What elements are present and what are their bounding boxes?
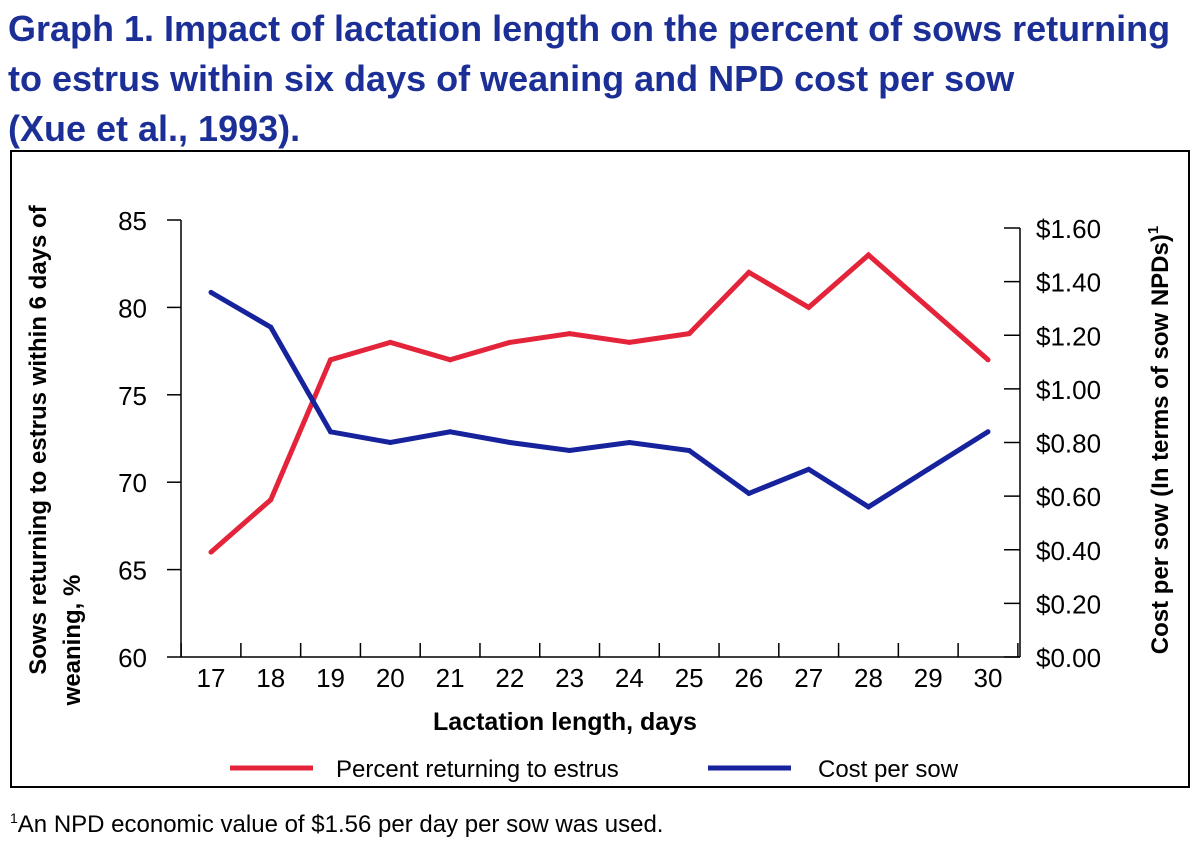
y-axis-label-right-text: Cost per sow (In terms of sow NPDs) — [1147, 234, 1174, 654]
series-line-estrus — [209, 251, 990, 554]
x-tick-label: 20 — [376, 663, 405, 693]
x-axis-label: Lactation length, days — [433, 708, 697, 736]
data-point-cost — [985, 429, 991, 435]
data-point-estrus — [925, 304, 931, 310]
data-point-estrus — [268, 497, 274, 503]
data-point-cost — [328, 429, 334, 435]
data-point-cost — [686, 448, 692, 454]
data-point-cost — [806, 466, 812, 472]
data-point-cost — [865, 504, 871, 510]
data-point-estrus — [387, 339, 393, 345]
y-axis-label-left: Sows returning to estrus within 6 days o… — [25, 204, 52, 674]
data-point-estrus — [567, 331, 573, 337]
data-point-estrus — [208, 549, 214, 555]
y-left-tick-label: 60 — [118, 643, 147, 673]
data-point-cost — [208, 289, 214, 295]
axes-group — [180, 220, 1021, 658]
y-left-tick-label: 85 — [118, 206, 147, 236]
y-right-tick-label: $1.60 — [1036, 214, 1101, 244]
legend: Percent returning to estrus Cost per sow — [230, 756, 959, 783]
y-right-tick-label: $0.20 — [1036, 589, 1101, 619]
data-point-cost — [746, 490, 752, 496]
data-point-estrus — [806, 304, 812, 310]
right-axis-ticks: $0.00 $0.20 $0.40 $0.60 $0.80 $1.00 $1.20 $1.40… — [1004, 214, 1101, 673]
x-tick-label: 22 — [495, 663, 524, 693]
data-point-estrus — [865, 252, 871, 258]
data-point-cost — [447, 429, 453, 435]
data-point-cost — [387, 440, 393, 445]
data-point-estrus — [447, 357, 453, 363]
data-point-estrus — [686, 331, 692, 337]
chart-title-line-1: Graph 1. Impact of lactation length on t… — [8, 8, 1171, 49]
data-point-estrus — [626, 339, 632, 345]
data-point-cost — [268, 324, 274, 330]
chart-title-line-3: (Xue et al., 1993). — [8, 108, 301, 149]
y-right-tick-label: $0.80 — [1036, 429, 1101, 459]
y-left-tick-label: 75 — [118, 381, 147, 411]
x-tick-label: 26 — [734, 663, 763, 693]
footnote-text: An NPD economic value of $1.56 per day p… — [17, 811, 664, 838]
x-tick-label: 28 — [854, 663, 883, 693]
y-left-tick-label: 80 — [118, 293, 147, 323]
chart-frame — [10, 150, 1190, 788]
series-line-cost — [209, 290, 990, 510]
data-point-estrus — [507, 339, 513, 345]
x-tick-label: 21 — [436, 663, 465, 693]
x-tick-label: 18 — [256, 663, 285, 693]
legend-label-cost: Cost per sow — [818, 756, 959, 783]
x-tick-label: 27 — [794, 663, 823, 693]
series-lines — [208, 251, 991, 555]
footnote: 1An NPD economic value of $1.56 per day … — [10, 810, 663, 839]
x-tick-label: 29 — [914, 663, 943, 693]
y-right-tick-label: $0.00 — [1036, 643, 1101, 673]
y-left-tick-label: 65 — [118, 556, 147, 586]
x-tick-label: 23 — [555, 663, 584, 693]
data-point-cost — [507, 440, 513, 445]
footnote-marker: 1 — [10, 810, 18, 826]
data-point-estrus — [985, 357, 991, 363]
y-right-tick-label: $0.60 — [1036, 482, 1101, 512]
data-point-cost — [626, 440, 632, 445]
y-left-tick-label: 70 — [118, 468, 147, 498]
legend-label-estrus: Percent returning to estrus — [336, 756, 619, 783]
y-axis-label-right-superscript: 1 — [1145, 226, 1162, 234]
y-axis-label-right: Cost per sow (In terms of sow NPDs)1 — [1145, 226, 1174, 654]
chart-title-line-2: to estrus within six days of weaning and… — [8, 58, 1015, 99]
data-point-cost — [925, 466, 931, 472]
x-tick-label: 24 — [615, 663, 644, 693]
y-right-tick-label: $1.00 — [1036, 375, 1101, 405]
data-point-cost — [567, 448, 573, 454]
data-point-estrus — [328, 357, 334, 363]
x-tick-label: 19 — [316, 663, 345, 693]
y-right-tick-label: $1.20 — [1036, 321, 1101, 351]
x-tick-label: 17 — [197, 663, 226, 693]
y-right-tick-label: $1.40 — [1036, 268, 1101, 298]
x-axis-ticks: 17 18 19 20 21 22 23 24 25 26 27 28 29 30 — [180, 643, 1019, 693]
y-right-tick-label: $0.40 — [1036, 536, 1101, 566]
x-tick-label: 25 — [675, 663, 704, 693]
data-point-estrus — [746, 269, 752, 275]
chart-title: Graph 1. Impact of lactation length on t… — [8, 4, 1198, 154]
y-axis-label-left-line-2: weaning, % — [59, 575, 86, 707]
left-axis-ticks: 60 65 70 75 80 85 — [118, 206, 181, 673]
x-tick-label: 30 — [974, 663, 1003, 693]
